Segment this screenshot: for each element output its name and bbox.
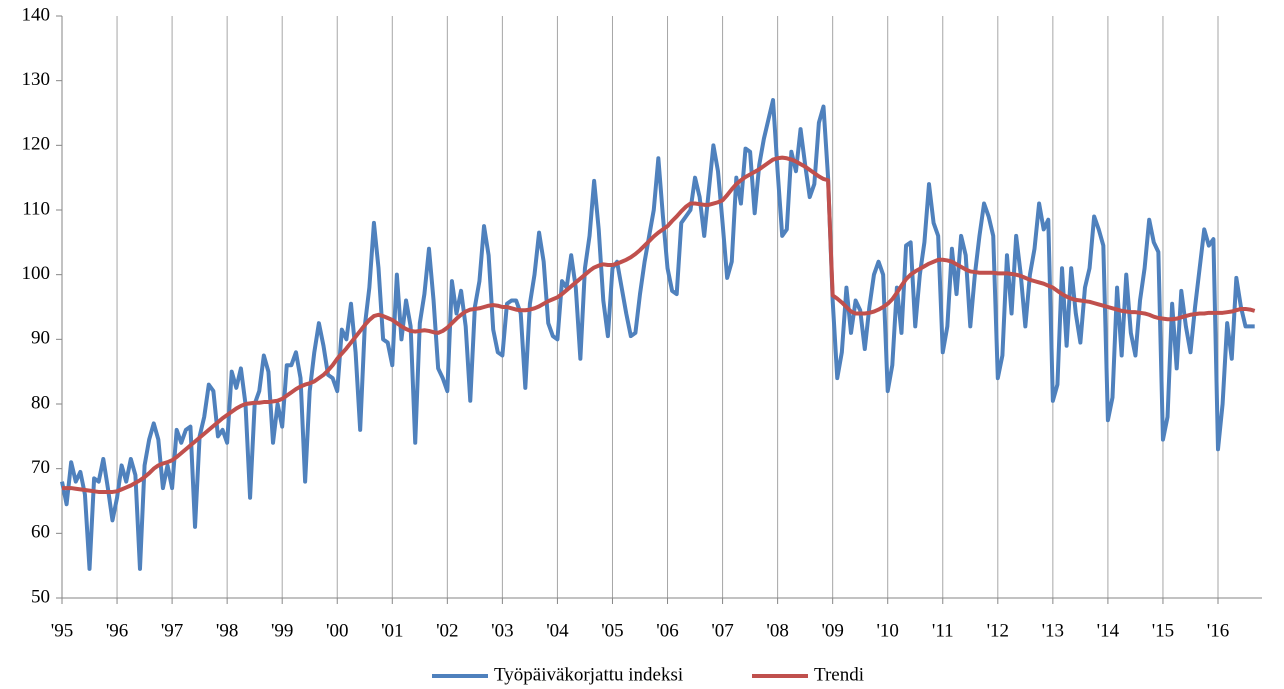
x-tick-label: '11 bbox=[932, 620, 954, 641]
x-tick-label: '14 bbox=[1097, 620, 1120, 641]
x-tick-label: '08 bbox=[766, 620, 788, 641]
x-tick-label: '97 bbox=[161, 620, 183, 641]
y-tick-label: 80 bbox=[31, 392, 50, 413]
y-tick-label: 120 bbox=[22, 134, 51, 155]
x-tick-label: '10 bbox=[876, 620, 898, 641]
x-tick-label: '12 bbox=[987, 620, 1009, 641]
x-tick-label: '00 bbox=[326, 620, 348, 641]
x-tick-label: '05 bbox=[601, 620, 623, 641]
x-tick-label: '07 bbox=[711, 620, 733, 641]
x-tick-label: '04 bbox=[546, 620, 569, 641]
y-tick-label: 140 bbox=[22, 4, 51, 25]
x-tick-label: '15 bbox=[1152, 620, 1174, 641]
x-tick-label: '01 bbox=[381, 620, 403, 641]
x-tick-label: '95 bbox=[51, 620, 73, 641]
y-tick-label: 130 bbox=[22, 69, 51, 90]
y-tick-label: 110 bbox=[22, 198, 50, 219]
y-tick-label: 90 bbox=[31, 328, 50, 349]
x-tick-label: '99 bbox=[271, 620, 293, 641]
y-tick-label: 60 bbox=[31, 522, 50, 543]
x-tick-label: '16 bbox=[1207, 620, 1229, 641]
x-tick-label: '06 bbox=[656, 620, 678, 641]
legend-label: Työpäiväkorjattu indeksi bbox=[494, 664, 683, 685]
x-tick-label: '13 bbox=[1042, 620, 1064, 641]
y-tick-label: 100 bbox=[22, 263, 51, 284]
y-tick-label: 70 bbox=[31, 457, 50, 478]
series-line bbox=[62, 155, 1256, 494]
x-tick-label: '96 bbox=[106, 620, 128, 641]
x-tick-label: '03 bbox=[491, 620, 513, 641]
y-tick-label: 50 bbox=[31, 586, 50, 607]
series-line bbox=[60, 98, 1255, 571]
x-tick-label: '09 bbox=[821, 620, 843, 641]
x-tick-label: '98 bbox=[216, 620, 238, 641]
legend-label: Trendi bbox=[814, 664, 864, 685]
x-tick-label: '02 bbox=[436, 620, 458, 641]
